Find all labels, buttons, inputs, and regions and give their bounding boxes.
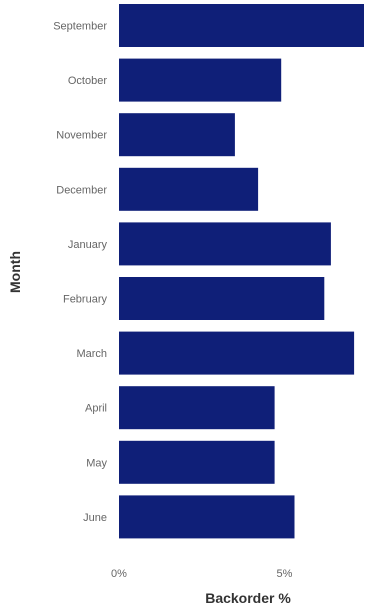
category-labels: September October November December January F…: [53, 21, 107, 524]
bar-january: [119, 222, 331, 266]
bar-september: [119, 4, 364, 47]
bar-may: [119, 440, 275, 484]
bars: [119, 4, 364, 539]
category-label-december: December: [56, 184, 107, 196]
bar-october: [119, 58, 282, 102]
bar-june: [119, 495, 295, 539]
y-axis-title: Month: [7, 251, 23, 293]
x-tick-label: 0%: [111, 568, 127, 580]
x-axis-title: Backorder %: [205, 590, 291, 606]
category-label-june: June: [83, 512, 107, 524]
bar-march: [119, 331, 355, 375]
category-label-september: September: [53, 21, 107, 33]
bar-december: [119, 167, 259, 211]
category-label-november: November: [56, 130, 107, 142]
bar-february: [119, 277, 325, 320]
category-label-may: May: [86, 457, 107, 469]
x-tick-label: 5%: [277, 568, 293, 580]
category-label-march: March: [76, 348, 107, 360]
category-label-january: January: [68, 239, 108, 251]
x-tick-labels: 0% 5%: [111, 568, 293, 580]
bar-april: [119, 386, 275, 430]
category-label-february: February: [63, 294, 108, 306]
category-label-april: April: [85, 403, 107, 415]
bar-november: [119, 113, 235, 157]
category-label-october: October: [68, 75, 107, 87]
